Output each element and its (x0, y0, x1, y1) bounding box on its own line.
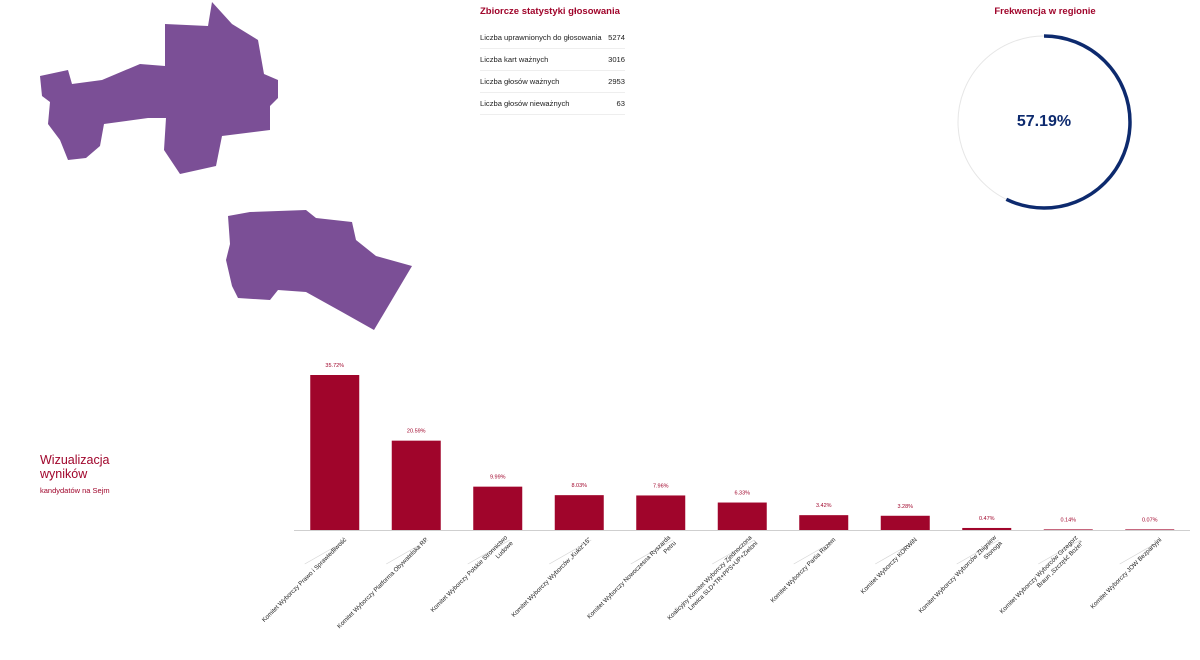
bar[interactable] (1125, 529, 1175, 530)
bar-value-label: 0.07% (1142, 517, 1158, 523)
category-label: Komitet Wyborczy KORWiN (860, 536, 919, 595)
bar[interactable] (310, 375, 360, 530)
bar[interactable] (554, 495, 604, 530)
stats-value: 5274 (608, 33, 625, 42)
category-tick (549, 539, 592, 565)
bar[interactable] (880, 515, 930, 530)
bar-value-label: 3.28% (897, 504, 913, 510)
category-label: Komitet Wyborczy Nowoczesna RyszardaPetr… (586, 534, 678, 626)
bar[interactable] (717, 502, 767, 530)
stats-label: Liczba głosów nieważnych (480, 99, 570, 108)
category-tick (793, 539, 836, 565)
bar[interactable] (473, 486, 523, 530)
bar[interactable] (391, 440, 441, 530)
category-label: Komitet Wyborczy Partia Razem (769, 536, 837, 604)
category-label: Komitet Wyborczy Wyborców „Kukiz'15” (510, 536, 592, 618)
stats-value: 63 (616, 99, 625, 108)
results-bar-chart: 35.72% Komitet Wyborczy Prawo i Sprawiedl… (261, 363, 1190, 630)
bar-value-label: 9.99% (490, 475, 506, 481)
summary-stats: Zbiorcze statystyki głosowania Liczba up… (480, 6, 625, 115)
turnout-value: 57.19% (1016, 113, 1072, 130)
bar-value-label: 0.14% (1060, 517, 1076, 523)
category-label: Komitet Wyborczy Wyborców ZbigniewStonog… (918, 534, 1005, 621)
turnout-ring-progress (956, 34, 1132, 210)
category-tick (630, 539, 673, 565)
category-tick (386, 539, 429, 565)
bar[interactable] (799, 515, 849, 530)
category-label: Komitet Wyborczy Prawo i Sprawiedliwość (261, 536, 348, 623)
bar-value-label: 35.72% (325, 363, 344, 369)
category-label: Koalicyjny Komitet Wyborczy ZjednoczonaL… (666, 534, 759, 627)
category-tick (956, 539, 999, 565)
category-tick (304, 539, 347, 565)
visualization-subtitle: kandydatów na Sejm (40, 486, 110, 495)
category-tick (875, 539, 918, 565)
stats-value: 3016 (608, 55, 625, 64)
bar-value-label: 8.03% (571, 483, 587, 489)
category-tick (1119, 539, 1162, 565)
turnout-ring (956, 34, 1132, 210)
stats-value: 2953 (608, 77, 625, 86)
bar[interactable] (1043, 529, 1093, 530)
stats-label: Liczba uprawnionych do głosowania (480, 33, 602, 42)
category-label: Komitet Wyborczy Wyborców GrzegorzBraun … (999, 534, 1086, 621)
stats-label: Liczba głosów ważnych (480, 77, 560, 86)
category-tick (1038, 539, 1081, 565)
category-tick (712, 539, 755, 565)
bar-value-label: 7.96% (653, 483, 669, 489)
bar[interactable] (962, 527, 1012, 530)
category-tick (467, 539, 510, 565)
stats-row: Liczba kart ważnych 3016 (480, 49, 625, 71)
stats-label: Liczba kart ważnych (480, 55, 549, 64)
category-label: Komitet Wyborczy Polskie StronnictwoLudo… (429, 534, 515, 620)
region-shape-north (40, 2, 278, 174)
category-label: Komitet Wyborczy Platforma Obywatelska R… (336, 536, 430, 630)
stats-row: Liczba głosów nieważnych 63 (480, 93, 625, 115)
region-map (40, 2, 412, 330)
bar-value-label: 6.33% (734, 491, 750, 497)
bar-value-label: 20.59% (407, 429, 426, 435)
turnout-widget: Frekwencja w regionie 57.19% (940, 6, 1150, 226)
bar-value-label: 0.47% (979, 516, 995, 522)
turnout-title: Frekwencja w regionie (994, 6, 1096, 17)
category-label: Komitet Wyborczy JOW Bezpartyjni (1089, 536, 1163, 610)
bar-value-label: 3.42% (816, 503, 832, 509)
stats-row: Liczba uprawnionych do głosowania 5274 (480, 27, 625, 49)
visualization-title: Wizualizacja wyników (40, 453, 110, 481)
stats-row: Liczba głosów ważnych 2953 (480, 71, 625, 93)
stats-title: Zbiorcze statystyki głosowania (480, 6, 620, 17)
bar[interactable] (636, 495, 686, 530)
region-shape-south (226, 210, 412, 330)
